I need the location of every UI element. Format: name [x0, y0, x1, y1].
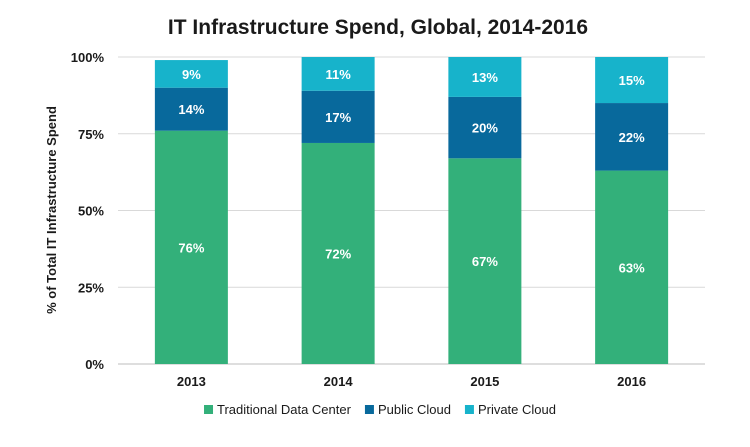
x-axis-ticks: 2013 2014 2015 2016: [177, 374, 646, 389]
legend-item: Public Cloud: [364, 402, 451, 417]
legend-label: Public Cloud: [378, 402, 451, 417]
bar-segment: [595, 57, 669, 104]
legend-item: Traditional Data Center: [204, 402, 352, 417]
y-axis-ticks: 0% 25% 50% 75% 100%: [71, 50, 105, 372]
bar-segment: [154, 60, 228, 88]
bar-segment: [154, 130, 228, 364]
x-tick-label: 2016: [617, 374, 646, 389]
y-tick-label: 0%: [85, 357, 104, 372]
legend-label: Traditional Data Center: [217, 402, 352, 417]
legend-swatch: [364, 405, 374, 414]
data-label: 63%: [619, 260, 645, 275]
y-tick-label: 25%: [78, 280, 104, 295]
y-tick-label: 75%: [78, 127, 104, 142]
bars: 76% 14% 9% 72% 17% 11% 67% 20% 13% 63% 22% 15%: [154, 57, 669, 364]
y-tick-label: 100%: [71, 50, 105, 65]
bar-segment: [154, 87, 228, 131]
bar-segment: [301, 57, 375, 91]
data-label: 15%: [619, 73, 645, 88]
chart-title: IT Infrastructure Spend, Global, 2014-20…: [168, 16, 588, 39]
data-label: 9%: [182, 67, 201, 82]
bar-segment: [448, 57, 522, 97]
y-tick-label: 50%: [78, 204, 104, 219]
data-label: 76%: [178, 240, 204, 255]
bar-segment: [301, 142, 375, 364]
x-tick-label: 2015: [470, 374, 499, 389]
x-tick-label: 2014: [324, 374, 354, 389]
legend-swatch: [204, 405, 214, 414]
y-axis-label: % of Total IT Infrastructure Spend: [44, 106, 59, 314]
legend-item: Private Cloud: [464, 402, 556, 417]
bar-segment: [301, 90, 375, 143]
data-label: 72%: [325, 246, 351, 261]
bar-segment: [448, 158, 522, 364]
data-label: 17%: [325, 110, 351, 125]
legend-swatch: [464, 405, 474, 414]
data-label: 20%: [472, 121, 498, 136]
legend-label: Private Cloud: [478, 402, 556, 417]
data-label: 13%: [472, 70, 498, 85]
bar-segment: [595, 103, 669, 171]
bar-segment: [448, 96, 522, 159]
data-label: 11%: [325, 67, 351, 82]
data-label: 14%: [178, 102, 204, 117]
data-label: 67%: [472, 254, 498, 269]
bar-segment: [595, 170, 669, 364]
x-tick-label: 2013: [177, 374, 206, 389]
data-label: 22%: [619, 130, 645, 145]
legend: Traditional Data Center Public Cloud Priva…: [204, 402, 556, 417]
